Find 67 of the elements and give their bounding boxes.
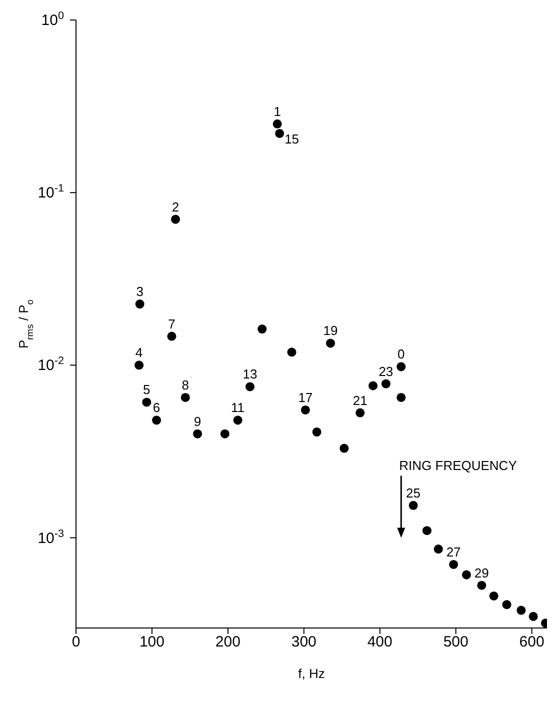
point [272,119,282,128]
y-tick-label: 10$^{-1}$ [38,182,64,202]
point [152,416,162,425]
point [449,560,458,569]
point [258,324,267,334]
annotation: 23 [378,364,394,379]
x-axis-title: f, Hz [298,666,325,681]
point [381,379,390,388]
x-tick-label: 100 [139,634,164,651]
x-tick-label: 200 [215,634,240,651]
point [422,526,432,536]
point [408,500,418,510]
annotation: 15 [284,131,300,146]
annotation: 3 [136,284,144,300]
point [167,332,176,341]
y-tick-label: 10$^{0}$ [41,10,64,29]
annotation: 13 [242,366,258,382]
annotation: 17 [298,390,313,405]
point [233,416,242,425]
annotation: 21 [352,392,368,408]
point [193,429,202,438]
point [489,591,498,600]
annotation: 9 [194,414,202,429]
point [135,300,144,309]
point [326,338,336,348]
point [434,544,443,554]
point [312,427,322,437]
annotation: 27 [446,544,461,560]
point [516,606,526,615]
point [477,580,486,590]
point [134,360,144,370]
annotation: 1 [274,104,281,119]
x-tick-label: 0 [72,634,80,651]
annotation: 19 [323,323,338,338]
annotation: 5 [143,382,150,398]
annotation: 6 [152,400,160,416]
point [396,362,406,372]
annotation: 25 [406,485,421,500]
point [462,570,471,580]
point [171,214,180,224]
y-tick-label: 10$^{-3}$ [38,528,64,547]
point [368,381,378,390]
x-tick-label: 600 [519,634,544,651]
point [340,444,349,453]
point [245,382,254,392]
ref-line-label: RING FREQUENCY [399,458,518,473]
point [180,392,190,402]
annotation: 29 [474,565,489,580]
point [528,612,538,621]
annotation: 0 [398,346,405,362]
x-tick-label: 300 [291,634,316,651]
point [220,429,230,438]
point [396,392,406,402]
point [287,348,296,357]
x-tick-label: 500 [443,634,468,651]
annotation: 4 [135,345,143,360]
point [142,398,152,407]
point [356,408,365,418]
x-tick-label: 400 [367,634,392,651]
point [300,405,310,414]
point [502,600,512,610]
y-tick-label: 10$^{-2}$ [38,355,64,374]
annotation: 11 [231,400,245,416]
annotation: 8 [182,377,190,392]
annotation: 2 [172,199,180,214]
annotation: 7 [168,316,176,332]
point [275,128,284,138]
